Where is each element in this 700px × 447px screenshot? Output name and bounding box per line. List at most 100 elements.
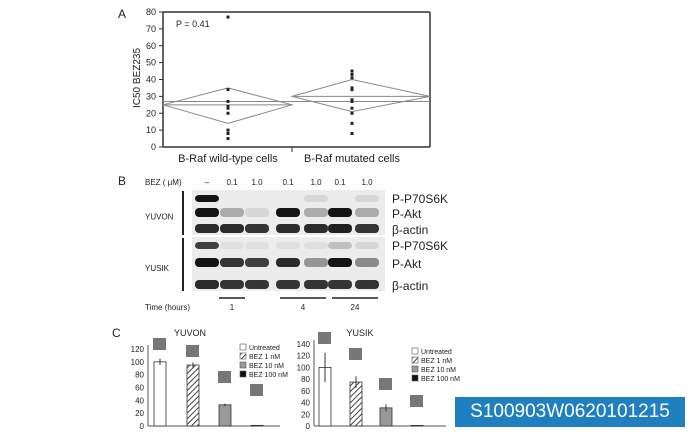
western-blot-band <box>355 242 379 249</box>
y-tick-label: 20 <box>301 410 310 419</box>
y-tick-label: 40 <box>135 396 144 405</box>
colony-image <box>250 384 263 396</box>
y-tick-label: 80 <box>135 371 144 380</box>
bar <box>186 364 200 427</box>
western-blot-band <box>195 258 219 267</box>
western-blot-band <box>355 224 379 233</box>
y-tick-label: 60 <box>301 387 310 396</box>
data-point <box>226 106 230 110</box>
y-tick-label: 60 <box>135 384 144 393</box>
legend-swatch <box>239 343 247 351</box>
chart-title: YUVON <box>174 328 206 338</box>
colony-image <box>318 332 331 344</box>
western-blot-band <box>355 195 379 202</box>
western-blot-band <box>276 280 300 289</box>
data-point <box>226 137 230 141</box>
x-category-label: B-Raf wild-type cells <box>178 153 278 165</box>
data-point <box>226 128 230 132</box>
western-blot-band <box>304 258 328 267</box>
lane-label: 0.1 <box>226 178 238 187</box>
western-blot-band <box>195 195 219 202</box>
y-tick-label: 100 <box>131 358 145 367</box>
colony-image <box>186 345 199 357</box>
western-blot-band <box>304 242 328 249</box>
y-tick-label: 80 <box>146 7 156 17</box>
western-blot-band <box>355 280 379 289</box>
western-blot-band <box>220 280 244 289</box>
western-blot-band <box>195 280 219 289</box>
data-point <box>226 99 230 103</box>
catalog-id-label: S100903W0620101215 <box>455 397 685 427</box>
y-tick-label: 120 <box>297 352 311 361</box>
lane-label: – <box>205 178 210 187</box>
data-point <box>350 76 354 80</box>
data-point <box>350 88 354 92</box>
time-value-label: 24 <box>351 303 360 312</box>
bar <box>349 381 363 427</box>
western-blot-band <box>328 242 352 249</box>
chart-title: YUSIK <box>346 328 373 338</box>
western-blot-band <box>355 258 379 267</box>
y-tick-label: 80 <box>301 375 310 384</box>
data-point <box>226 15 230 19</box>
western-blot-band <box>195 224 219 233</box>
western-blot-band <box>328 195 352 202</box>
y-tick-label: 120 <box>131 345 145 354</box>
panel-c-letter: C <box>112 326 121 340</box>
legend-label: Untreated <box>249 345 280 352</box>
western-blot-band <box>195 242 219 249</box>
y-tick-label: 0 <box>140 422 145 431</box>
western-blot-band <box>328 224 352 233</box>
data-point <box>350 72 354 76</box>
legend-swatch <box>239 352 247 360</box>
bar <box>153 361 167 427</box>
data-point <box>350 69 354 73</box>
colony-image <box>218 371 231 383</box>
western-blot-band <box>245 195 269 202</box>
western-blot-band <box>276 208 300 217</box>
time-value-label: 4 <box>301 303 306 312</box>
legend-label: BEZ 100 nM <box>249 372 288 379</box>
data-point <box>350 106 354 110</box>
legend-swatch <box>411 356 419 364</box>
western-blot-band <box>245 224 269 233</box>
western-blot-band <box>276 224 300 233</box>
time-value-label: 1 <box>230 303 235 312</box>
bez-concentration-label: BEZ ( μM) <box>145 178 182 187</box>
western-blot-band <box>220 208 244 217</box>
colony-image <box>379 378 392 390</box>
western-blot-band <box>245 258 269 267</box>
protein-label: P-Akt <box>392 257 422 271</box>
legend-label: BEZ 100 nM <box>421 376 460 383</box>
western-blot-band <box>220 224 244 233</box>
legend-label: BEZ 10 nM <box>421 367 456 374</box>
western-blot-band <box>220 258 244 267</box>
cell-line-label: YUSIK <box>145 264 170 273</box>
lane-label: 1.0 <box>361 178 373 187</box>
western-blot-band <box>304 224 328 233</box>
lane-label: 0.1 <box>334 178 346 187</box>
data-point <box>226 132 230 135</box>
western-blot-band <box>276 242 300 249</box>
western-blot-band <box>245 208 269 217</box>
y-tick-label: 20 <box>135 409 144 418</box>
colony-image <box>410 395 423 407</box>
y-tick-label: 100 <box>297 363 311 372</box>
legend-label: Untreated <box>421 349 452 356</box>
legend-swatch <box>239 361 247 369</box>
p-value-annotation: P = 0.41 <box>176 19 210 29</box>
y-tick-label: 0 <box>151 142 156 152</box>
western-blot-band <box>195 208 219 217</box>
y-tick-label: 0 <box>306 422 311 431</box>
data-point <box>226 105 230 108</box>
y-axis-label: IC50 BEZ235 <box>132 48 143 108</box>
panel-a-letter: A <box>118 7 126 21</box>
y-tick-label: 40 <box>301 399 310 408</box>
data-point <box>350 86 354 90</box>
data-point <box>350 98 354 102</box>
legend-swatch <box>411 365 419 373</box>
mean-diamond <box>290 78 431 113</box>
time-label: Time (hours) <box>145 303 190 312</box>
bar <box>218 404 232 427</box>
legend-label: BEZ 1 nM <box>421 358 452 365</box>
